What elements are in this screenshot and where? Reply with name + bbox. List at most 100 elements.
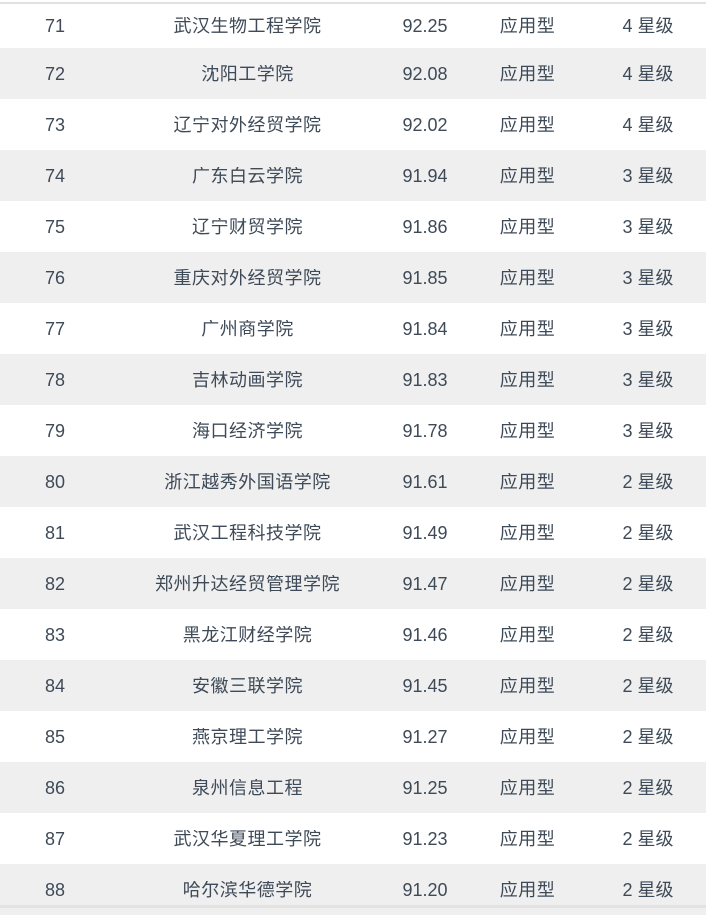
university-name-cell: 武汉生物工程学院 (173, 17, 322, 35)
star-level-cell: 4 星级 (622, 115, 674, 134)
university-name-cell: 浙江越秀外国语学院 (164, 472, 331, 491)
education-type-cell: 应用型 (499, 778, 556, 797)
score-cell: 91.47 (402, 574, 448, 593)
score-cell: 91.61 (402, 472, 448, 491)
table-row: 78 吉林动画学院 91.83 应用型 3 星级 (0, 354, 706, 405)
score-cell: 91.45 (402, 676, 448, 695)
score-cell: 91.25 (402, 778, 448, 797)
table-row: 73 辽宁对外经贸学院 92.02 应用型 4 星级 (0, 99, 706, 150)
rank-cell: 79 (44, 421, 66, 440)
rank-cell: 74 (44, 166, 66, 185)
rank-cell: 86 (44, 778, 66, 797)
star-level-cell: 2 星级 (622, 523, 674, 542)
education-type-cell: 应用型 (499, 727, 556, 746)
education-type-cell: 应用型 (499, 370, 556, 389)
rank-cell: 76 (44, 268, 66, 287)
star-level-cell: 2 星级 (622, 727, 674, 746)
table-top-border (0, 2, 706, 4)
table-row: 76 重庆对外经贸学院 91.85 应用型 3 星级 (0, 252, 706, 303)
education-type-cell: 应用型 (499, 574, 556, 593)
education-type-cell: 应用型 (499, 268, 556, 287)
education-type-cell: 应用型 (499, 523, 556, 542)
star-level-cell: 2 星级 (622, 625, 674, 644)
rank-cell: 80 (44, 472, 66, 491)
star-level-cell: 3 星级 (622, 217, 674, 236)
score-cell: 91.94 (402, 166, 448, 185)
rank-cell: 84 (44, 676, 66, 695)
education-type-cell: 应用型 (499, 166, 556, 185)
star-level-cell: 2 星级 (622, 676, 674, 695)
table-row: 80 浙江越秀外国语学院 91.61 应用型 2 星级 (0, 456, 706, 507)
table-row: 79 海口经济学院 91.78 应用型 3 星级 (0, 405, 706, 456)
education-type-cell: 应用型 (499, 625, 556, 644)
rank-cell: 72 (44, 64, 66, 83)
education-type-cell: 应用型 (499, 829, 556, 848)
rank-cell: 71 (44, 17, 66, 35)
education-type-cell: 应用型 (499, 115, 556, 134)
rank-cell: 85 (44, 727, 66, 746)
table-row: 72 沈阳工学院 92.08 应用型 4 星级 (0, 48, 706, 99)
rank-cell: 77 (44, 319, 66, 338)
rank-cell: 88 (44, 880, 66, 899)
star-level-cell: 4 星级 (622, 64, 674, 83)
rank-cell: 82 (44, 574, 66, 593)
rank-cell: 87 (44, 829, 66, 848)
table-row: 86 泉州信息工程 91.25 应用型 2 星级 (0, 762, 706, 813)
score-cell: 91.49 (402, 523, 448, 542)
education-type-cell: 应用型 (499, 217, 556, 236)
score-cell: 91.84 (402, 319, 448, 338)
star-level-cell: 4 星级 (622, 17, 674, 35)
star-level-cell: 3 星级 (622, 268, 674, 287)
university-name-cell: 海口经济学院 (192, 421, 303, 440)
education-type-cell: 应用型 (499, 880, 556, 899)
star-level-cell: 2 星级 (622, 880, 674, 899)
score-cell: 91.85 (402, 268, 448, 287)
education-type-cell: 应用型 (499, 472, 556, 491)
table-row: 84 安徽三联学院 91.45 应用型 2 星级 (0, 660, 706, 711)
table-row: 71 武汉生物工程学院 92.25 应用型 4 星级 (0, 4, 706, 48)
table-row: 77 广州商学院 91.84 应用型 3 星级 (0, 303, 706, 354)
university-name-cell: 武汉工程科技学院 (173, 523, 322, 542)
score-cell: 91.27 (402, 727, 448, 746)
star-level-cell: 3 星级 (622, 370, 674, 389)
university-name-cell: 辽宁对外经贸学院 (173, 115, 322, 134)
university-name-cell: 黑龙江财经学院 (182, 625, 313, 644)
star-level-cell: 3 星级 (622, 319, 674, 338)
rank-cell: 78 (44, 370, 66, 389)
university-name-cell: 辽宁财贸学院 (192, 217, 303, 236)
score-cell: 92.25 (402, 17, 448, 35)
university-name-cell: 武汉华夏理工学院 (173, 829, 322, 848)
score-cell: 92.08 (402, 64, 448, 83)
university-name-cell: 燕京理工学院 (192, 727, 303, 746)
table-row: 75 辽宁财贸学院 91.86 应用型 3 星级 (0, 201, 706, 252)
university-name-cell: 郑州升达经贸管理学院 (155, 574, 340, 593)
table-row: 81 武汉工程科技学院 91.49 应用型 2 星级 (0, 507, 706, 558)
university-name-cell: 吉林动画学院 (192, 370, 303, 389)
table-row: 87 武汉华夏理工学院 91.23 应用型 2 星级 (0, 813, 706, 864)
star-level-cell: 3 星级 (622, 421, 674, 440)
education-type-cell: 应用型 (499, 64, 556, 83)
score-cell: 91.78 (402, 421, 448, 440)
ranking-table-body: 71 武汉生物工程学院 92.25 应用型 4 星级 72 沈阳工学院 92.0… (0, 4, 706, 915)
university-name-cell: 广州商学院 (201, 319, 294, 338)
table-row: 74 广东白云学院 91.94 应用型 3 星级 (0, 150, 706, 201)
table-row: 83 黑龙江财经学院 91.46 应用型 2 星级 (0, 609, 706, 660)
table-bottom-border (0, 905, 706, 908)
education-type-cell: 应用型 (499, 676, 556, 695)
table-row: 82 郑州升达经贸管理学院 91.47 应用型 2 星级 (0, 558, 706, 609)
star-level-cell: 2 星级 (622, 472, 674, 491)
education-type-cell: 应用型 (499, 17, 556, 35)
university-name-cell: 重庆对外经贸学院 (173, 268, 322, 287)
star-level-cell: 2 星级 (622, 829, 674, 848)
university-name-cell: 泉州信息工程 (192, 778, 303, 797)
rank-cell: 73 (44, 115, 66, 134)
rank-cell: 81 (44, 523, 66, 542)
education-type-cell: 应用型 (499, 319, 556, 338)
score-cell: 91.86 (402, 217, 448, 236)
score-cell: 91.23 (402, 829, 448, 848)
rank-cell: 83 (44, 625, 66, 644)
score-cell: 92.02 (402, 115, 448, 134)
score-cell: 91.20 (402, 880, 448, 899)
table-row: 85 燕京理工学院 91.27 应用型 2 星级 (0, 711, 706, 762)
